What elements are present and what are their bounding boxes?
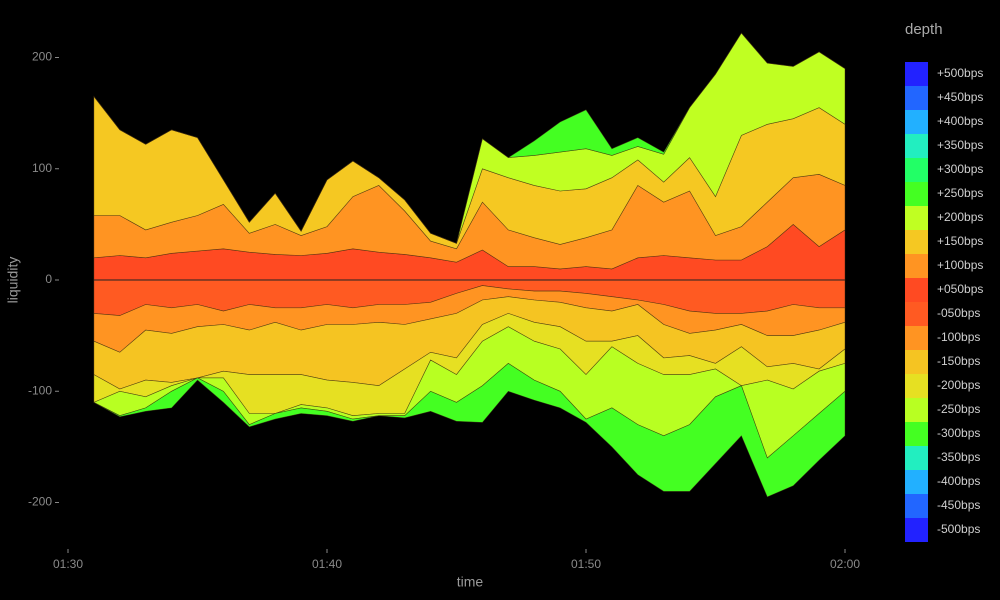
legend-swatch <box>905 254 928 278</box>
area-layer <box>93 32 846 244</box>
legend-label: +350bps <box>937 138 983 152</box>
legend-label: -300bps <box>937 426 980 440</box>
legend-label: -150bps <box>937 354 980 368</box>
legend-label: +200bps <box>937 210 983 224</box>
legend-swatch <box>905 494 928 518</box>
legend-label: -400bps <box>937 474 980 488</box>
legend-swatch <box>905 230 928 254</box>
x-tick-label: 01:30 <box>53 557 83 571</box>
legend-swatch <box>905 134 928 158</box>
area-layer <box>93 363 846 498</box>
legend-swatch <box>905 326 928 350</box>
legend-swatch <box>905 182 928 206</box>
y-tick-label: -100 <box>28 383 52 397</box>
legend-swatch <box>905 398 928 422</box>
legend-swatch <box>905 86 928 110</box>
legend-label: +300bps <box>937 162 983 176</box>
legend-label: -450bps <box>937 498 980 512</box>
legend-label: +450bps <box>937 90 983 104</box>
legend-swatch <box>905 470 928 494</box>
legend-label: -100bps <box>937 330 980 344</box>
legend-label: +050bps <box>937 282 983 296</box>
legend-swatch <box>905 350 928 374</box>
legend-swatch <box>905 374 928 398</box>
legend-swatch <box>905 206 928 230</box>
y-tick-label: 200 <box>32 50 52 64</box>
y-tick-label: -200 <box>28 495 52 509</box>
legend-label: +150bps <box>937 234 983 248</box>
x-axis-title: time <box>457 574 484 590</box>
legend-label: -500bps <box>937 522 980 536</box>
legend-swatch <box>905 446 928 470</box>
legend-label: +250bps <box>937 186 983 200</box>
legend-label: -050bps <box>937 306 980 320</box>
legend-swatch <box>905 110 928 134</box>
y-tick-label: 0 <box>45 272 52 286</box>
legend-swatch <box>905 302 928 326</box>
legend-label: -200bps <box>937 378 980 392</box>
legend-swatch <box>905 62 928 86</box>
y-axis-title: liquidity <box>5 257 21 304</box>
legend-label: -350bps <box>937 450 980 464</box>
legend-label: +100bps <box>937 258 983 272</box>
legend-label: +400bps <box>937 114 983 128</box>
legend-swatch <box>905 422 928 446</box>
legend-label: -250bps <box>937 402 980 416</box>
x-tick-label: 01:50 <box>571 557 601 571</box>
x-tick-label: 01:40 <box>312 557 342 571</box>
legend-label: +500bps <box>937 66 983 80</box>
legend-title: depth <box>905 21 943 38</box>
legend-swatch <box>905 158 928 182</box>
legend-swatch <box>905 278 928 302</box>
y-tick-label: 100 <box>32 161 52 175</box>
x-tick-label: 02:00 <box>830 557 860 571</box>
legend-swatch <box>905 518 928 542</box>
